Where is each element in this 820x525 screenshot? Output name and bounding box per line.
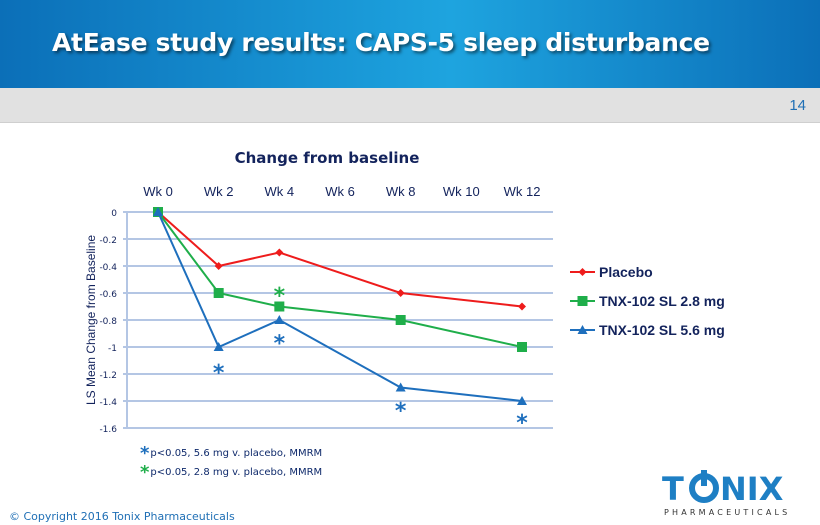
diamond-marker xyxy=(578,268,587,276)
x-tick-label: Wk 10 xyxy=(443,184,480,199)
triangle-marker xyxy=(274,315,285,324)
significance-star: * xyxy=(274,284,286,309)
legend-label: TNX-102 SL 5.6 mg xyxy=(599,322,725,338)
footnote-2-8mg: *p<0.05, 2.8 mg v. placebo, MMRM xyxy=(140,462,322,483)
significance-star: * xyxy=(213,361,225,386)
triangle-marker xyxy=(517,396,527,405)
diamond-marker xyxy=(396,289,405,297)
footnote-star-blue: * xyxy=(140,443,150,464)
y-axis-label: LS Mean Change from Baseline xyxy=(84,235,98,405)
tonix-logo: T NIX PHARMACEUTICALS xyxy=(660,468,810,518)
footnote-star-green: * xyxy=(140,462,150,483)
y-tick-label: -0.8 xyxy=(99,317,117,327)
x-tick-label: Wk 8 xyxy=(386,184,416,199)
y-tick-label: 0 xyxy=(111,209,117,219)
y-tick-label: -0.4 xyxy=(99,263,117,273)
y-tick-label: -1.4 xyxy=(99,398,117,408)
page-number: 14 xyxy=(789,97,806,114)
footnote-text: p<0.05, 2.8 mg v. placebo, MMRM xyxy=(150,467,323,478)
square-marker xyxy=(274,301,285,312)
series-lines xyxy=(153,207,527,405)
x-axis-ticks: Wk 0 Wk 2 Wk 4 Wk 6 Wk 8 Wk 10 Wk 12 xyxy=(143,184,540,199)
legend-item: TNX-102 SL 5.6 mg xyxy=(570,322,725,338)
chart-title: Change from baseline xyxy=(235,149,420,167)
square-marker xyxy=(395,315,406,325)
footnote-5-6mg: *p<0.05, 5.6 mg v. placebo, MMRM xyxy=(140,443,322,464)
significance-star: * xyxy=(516,411,528,436)
legend-label: Placebo xyxy=(599,264,653,280)
header-banner: AtEase study results: CAPS-5 sleep distu… xyxy=(0,0,820,88)
x-tick-label: Wk 12 xyxy=(504,184,541,199)
x-tick-label: Wk 0 xyxy=(143,184,173,199)
x-tick-label: Wk 4 xyxy=(265,184,295,199)
series-tnx-102-sl-5-6-mg xyxy=(153,207,527,405)
square-marker xyxy=(517,342,527,352)
series-tnx-102-sl-2-8-mg xyxy=(153,207,527,352)
y-tick-label: -0.2 xyxy=(99,236,117,246)
copyright: © Copyright 2016 Tonix Pharmaceuticals xyxy=(9,510,235,523)
y-axis-ticks: 0 -0.2 -0.4 -0.6 -0.8 -1 -1.2 -1.4 -1.6 xyxy=(99,209,117,435)
square-marker xyxy=(213,288,224,298)
y-tick-label: -1 xyxy=(108,344,117,354)
triangle-marker xyxy=(577,325,588,334)
diamond-marker xyxy=(518,302,526,311)
diamond-marker xyxy=(214,262,223,270)
slide-title: AtEase study results: CAPS-5 sleep distu… xyxy=(52,28,710,57)
significance-annotations: * * * * * xyxy=(213,284,528,436)
legend-item: Placebo xyxy=(570,264,653,280)
footnote-text: p<0.05, 5.6 mg v. placebo, MMRM xyxy=(150,448,323,459)
sub-bar xyxy=(0,88,820,123)
legend: Placebo TNX-102 SL 2.8 mg TNX-102 SL 5.6 m… xyxy=(570,264,725,338)
series-line xyxy=(157,211,523,348)
x-tick-label: Wk 2 xyxy=(204,184,234,199)
triangle-marker xyxy=(213,342,224,351)
svg-text:T: T xyxy=(662,470,684,508)
significance-star: * xyxy=(274,331,286,356)
x-tick-label: Wk 6 xyxy=(325,184,355,199)
significance-star: * xyxy=(395,399,407,424)
gridlines xyxy=(123,211,553,429)
y-tick-label: -1.2 xyxy=(99,371,117,381)
triangle-marker xyxy=(395,382,406,392)
legend-label: TNX-102 SL 2.8 mg xyxy=(599,293,725,309)
legend-item: TNX-102 SL 2.8 mg xyxy=(570,293,725,309)
square-marker xyxy=(577,296,588,306)
svg-text:NIX: NIX xyxy=(720,470,784,508)
triangle-marker xyxy=(153,207,163,216)
y-tick-label: -1.6 xyxy=(99,425,117,435)
series-placebo xyxy=(154,208,526,311)
y-tick-label: -0.6 xyxy=(99,290,117,300)
logo-subtitle: PHARMACEUTICALS xyxy=(664,508,790,517)
diamond-marker xyxy=(275,248,284,257)
